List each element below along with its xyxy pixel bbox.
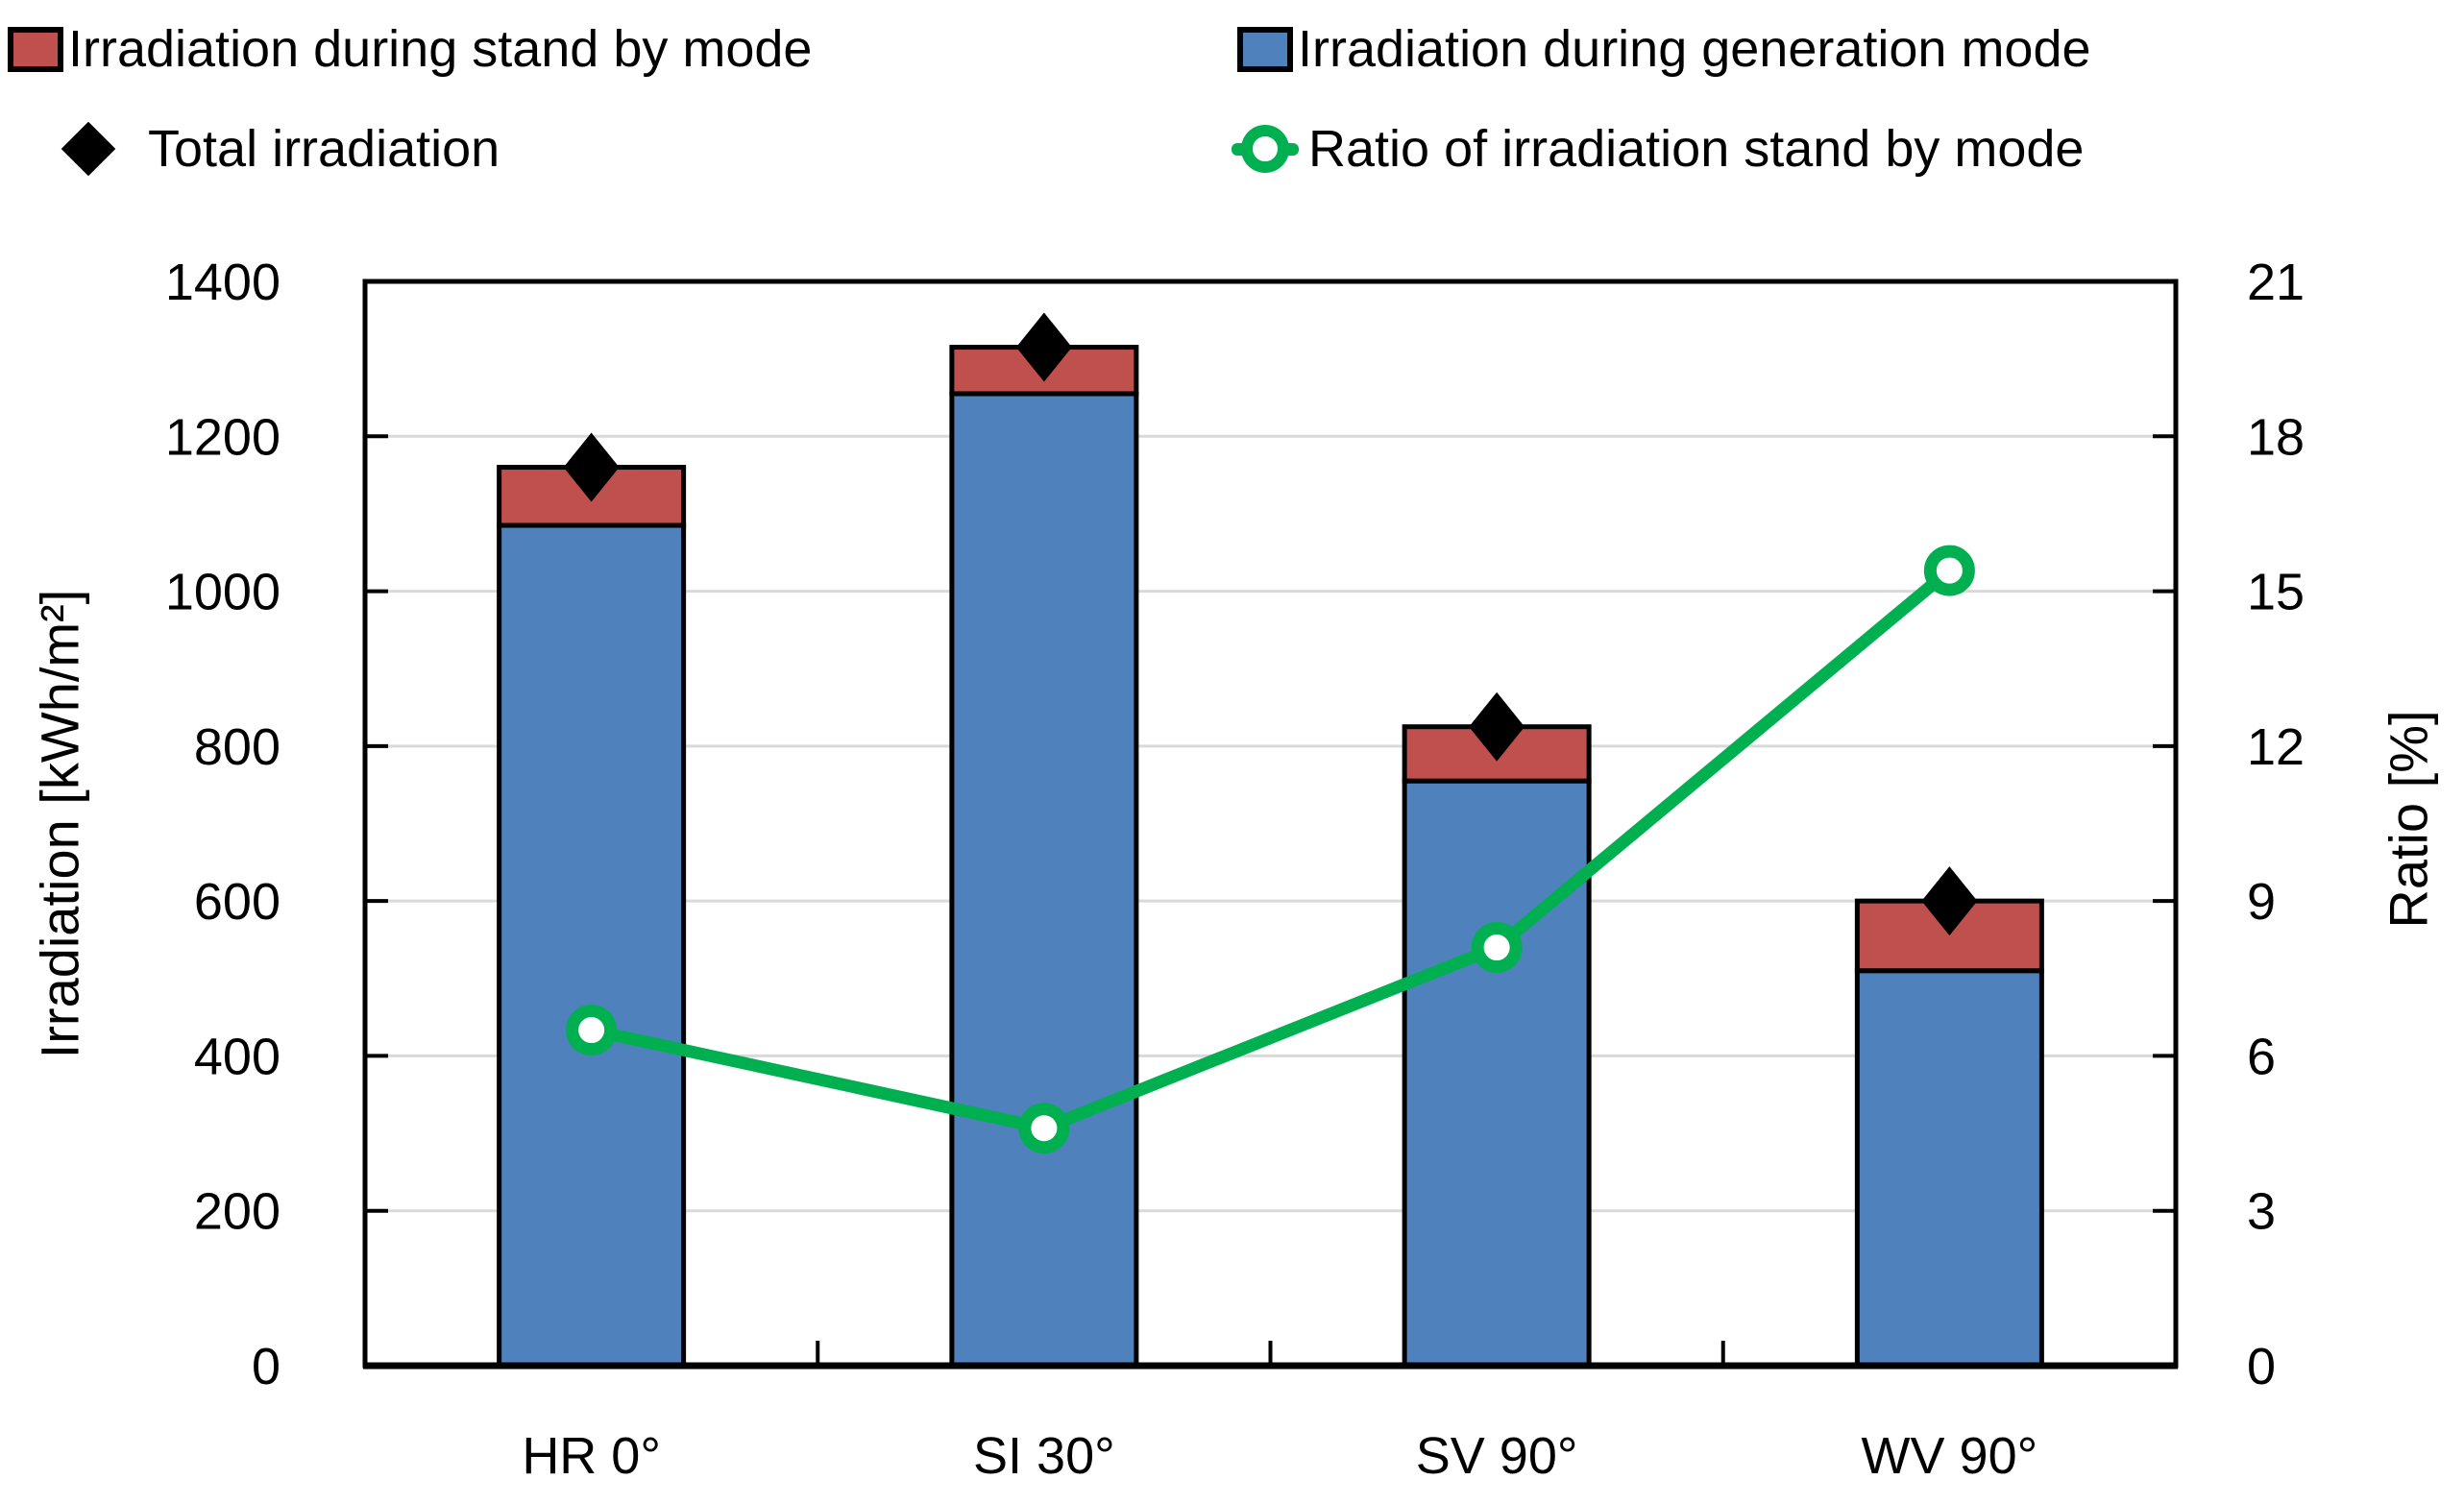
line-circle-icon — [1232, 122, 1299, 176]
right-axis-tick-label: 15 — [2247, 564, 2305, 621]
right-axis-tick-label: 9 — [2247, 873, 2276, 931]
legend-item-standby: Irradiation during stand by mode — [8, 19, 812, 79]
right-axis-tick-label: 12 — [2247, 718, 2305, 776]
right-axis-tick-label: 18 — [2247, 408, 2305, 466]
left-axis-tick-label: 200 — [194, 1183, 281, 1241]
legend-label-standby: Irradiation during stand by mode — [68, 20, 813, 78]
legend-label-generation: Irradiation during generation mode — [1298, 20, 2091, 78]
generation-swatch-icon — [1237, 26, 1293, 72]
ratio-marker-3 — [1923, 545, 1975, 596]
legend-item-generation: Irradiation during generation mode — [1237, 19, 2091, 79]
total-marker-2 — [1469, 691, 1525, 762]
ratio-marker-1 — [1018, 1103, 1070, 1154]
x-axis-category-label: HR 0° — [522, 1427, 661, 1485]
total-marker-0 — [563, 432, 620, 502]
bar-generation-3 — [1854, 968, 2044, 1369]
ratio-marker-0 — [566, 1005, 618, 1056]
right-axis-tick-label: 3 — [2247, 1183, 2276, 1241]
left-axis-tick-label: 800 — [194, 718, 281, 776]
right-axis-tick-label: 21 — [2247, 254, 2305, 311]
x-axis-category-label: WV 90° — [1862, 1427, 2038, 1485]
left-axis-tick-label: 1000 — [165, 564, 281, 621]
left-axis-tick-label: 400 — [194, 1028, 281, 1085]
line-marker-circle — [1241, 125, 1289, 173]
left-axis-tick-label: 600 — [194, 873, 281, 931]
legend-label-total: Total irradiation — [148, 120, 500, 178]
right-axis-tick-label: 6 — [2247, 1028, 2276, 1085]
legend-item-ratio: Ratio of irradiation stand by mode — [1232, 119, 2084, 179]
bar-generation-0 — [497, 522, 687, 1369]
bar-generation-1 — [949, 391, 1139, 1369]
ratio-line — [585, 564, 1956, 1135]
left-axis-tick-label: 1400 — [165, 254, 281, 311]
total-marker-3 — [1921, 866, 1978, 936]
x-axis-category-label: SI 30° — [973, 1427, 1115, 1485]
standby-swatch-icon — [8, 26, 63, 72]
total-marker-1 — [1015, 312, 1072, 382]
right-axis-tick-label: 0 — [2247, 1338, 2276, 1395]
legend-label-ratio: Ratio of irradiation stand by mode — [1308, 120, 2085, 178]
ratio-marker-2 — [1471, 922, 1523, 974]
legend-item-total: Total irradiation — [60, 119, 500, 179]
bar-generation-2 — [1402, 778, 1592, 1369]
x-axis-category-label: SV 90° — [1416, 1427, 1578, 1485]
left-axis-tick-label: 0 — [252, 1338, 281, 1395]
left-axis-tick-label: 1200 — [165, 408, 281, 466]
